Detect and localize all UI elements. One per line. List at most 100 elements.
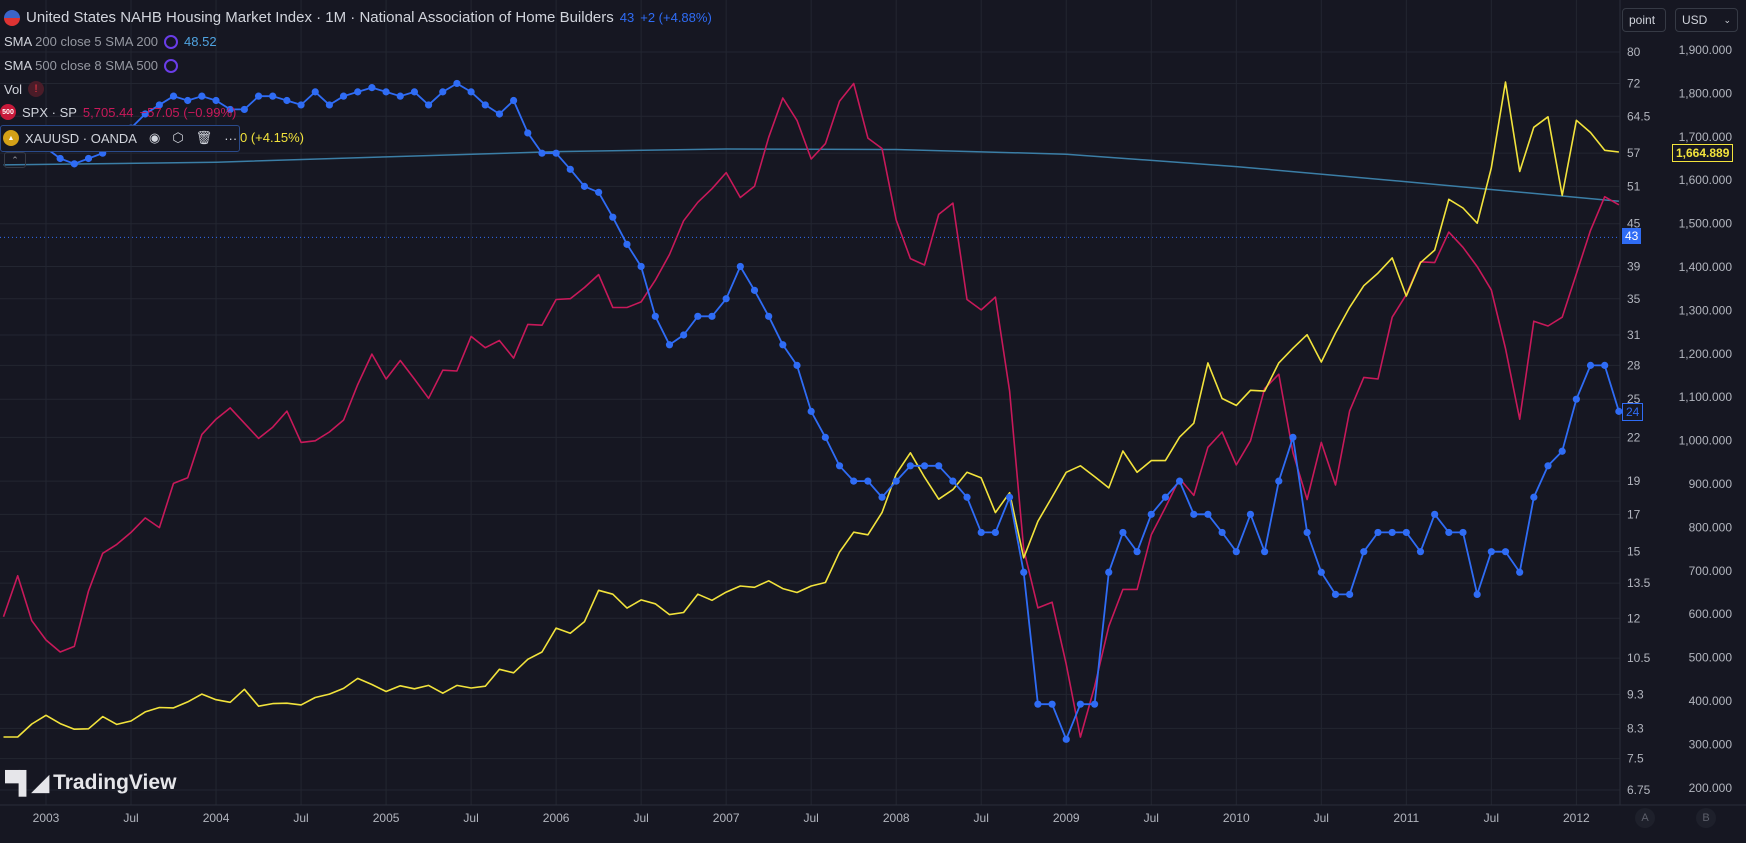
nahb-point[interactable]	[1048, 700, 1056, 708]
nahb-point[interactable]	[892, 477, 900, 485]
nahb-point[interactable]	[1501, 548, 1510, 556]
usd-axis[interactable]: 1,900.000 1,800.000 1,700.000 1,600.000 1,50…	[1679, 43, 1733, 795]
nahb-point[interactable]	[1586, 361, 1595, 369]
time-axis[interactable]: 2003 Jul 2004 Jul 2005 Jul 2006 Jul 2007 Jul 2008 J…	[33, 811, 1590, 825]
nahb-point[interactable]	[1445, 528, 1453, 537]
log-scale-button[interactable]: B	[1696, 808, 1716, 828]
nahb-point[interactable]	[354, 88, 362, 96]
nahb-point[interactable]	[552, 149, 560, 157]
nahb-point[interactable]	[368, 84, 376, 92]
nahb-point[interactable]	[1076, 700, 1085, 708]
nahb-point[interactable]	[1176, 477, 1184, 485]
nahb-point[interactable]	[779, 341, 787, 349]
nahb-point[interactable]	[1232, 548, 1240, 556]
point-axis[interactable]: 80 72 64.5 57 51 45 39 35 31 28 25 22 19 17 15 13.5 12 10…	[1627, 45, 1651, 797]
nahb-point[interactable]	[538, 149, 546, 157]
nahb-point[interactable]	[1388, 528, 1396, 537]
nahb-point[interactable]	[84, 154, 93, 163]
nahb-point[interactable]	[481, 101, 489, 109]
nahb-point[interactable]	[1218, 528, 1226, 537]
nahb-point[interactable]	[141, 110, 149, 118]
nahb-point[interactable]	[920, 462, 929, 470]
nahb-point[interactable]	[510, 96, 518, 105]
nahb-point[interactable]	[467, 88, 475, 96]
nahb-point[interactable]	[56, 154, 64, 163]
legend-sma200[interactable]: SMA 200 close 5 SMA 200 48.52	[4, 34, 217, 49]
nahb-point[interactable]	[155, 101, 163, 109]
nahb-point[interactable]	[949, 477, 957, 485]
nahb-point[interactable]	[1289, 433, 1297, 441]
nahb-point[interactable]	[665, 341, 674, 349]
nahb-point[interactable]	[566, 165, 574, 173]
eye-icon[interactable]: ◉	[148, 130, 161, 145]
nahb-point[interactable]	[821, 433, 829, 441]
nahb-point[interactable]	[1374, 528, 1382, 537]
settings-icon[interactable]: ⬡	[172, 130, 184, 145]
nahb-point[interactable]	[396, 92, 404, 100]
nahb-point[interactable]	[382, 88, 390, 96]
nahb-point[interactable]	[283, 96, 291, 105]
nahb-point[interactable]	[1020, 568, 1028, 576]
nahb-point[interactable]	[184, 96, 192, 105]
nahb-point[interactable]	[750, 286, 759, 294]
nahb-point[interactable]	[1119, 528, 1127, 537]
nahb-point[interactable]	[1147, 510, 1155, 518]
nahb-point[interactable]	[453, 79, 461, 88]
nahb-point[interactable]	[410, 88, 419, 96]
nahb-point[interactable]	[1530, 493, 1538, 501]
nahb-point[interactable]	[1459, 528, 1467, 537]
nahb-point[interactable]	[70, 160, 78, 168]
nahb-point[interactable]	[835, 462, 844, 470]
nahb-point[interactable]	[495, 110, 504, 118]
nahb-point[interactable]	[524, 129, 532, 137]
nahb-point[interactable]	[1303, 528, 1311, 537]
nahb-point[interactable]	[297, 101, 305, 109]
nahb-point[interactable]	[1360, 548, 1368, 556]
nahb-point[interactable]	[1416, 548, 1425, 556]
nahb-point[interactable]	[680, 331, 688, 339]
nahb-point[interactable]	[1487, 548, 1495, 556]
nahb-point[interactable]	[1615, 407, 1623, 415]
nahb-point[interactable]	[977, 528, 985, 537]
nahb-point[interactable]	[339, 92, 348, 100]
nahb-point[interactable]	[169, 92, 178, 100]
nahb-point[interactable]	[1005, 493, 1014, 501]
nahb-point[interactable]	[325, 101, 333, 109]
nahb-point[interactable]	[963, 493, 971, 501]
nahb-point[interactable]	[1473, 590, 1481, 598]
nahb-point[interactable]	[1558, 447, 1566, 455]
nahb-point[interactable]	[1516, 568, 1524, 576]
nahb-point[interactable]	[254, 92, 263, 100]
nahb-point[interactable]	[1161, 493, 1170, 501]
nahb-point[interactable]	[1090, 700, 1099, 708]
nahb-point[interactable]	[1601, 361, 1609, 369]
chart-title-row[interactable]: United States NAHB Housing Market Index …	[4, 9, 712, 26]
nahb-point[interactable]	[1105, 568, 1113, 576]
nahb-point[interactable]	[198, 92, 206, 100]
nahb-point[interactable]	[991, 528, 999, 537]
legend-xauusd[interactable]: ▲ XAUUSD · OANDA ◉ ⬡ 🗑︎ ···	[0, 125, 240, 152]
nahb-point[interactable]	[269, 92, 277, 100]
nahb-point[interactable]	[1246, 510, 1255, 518]
legend-vol[interactable]: Vol !	[4, 81, 45, 97]
nahb-point[interactable]	[1572, 395, 1580, 403]
nahb-point[interactable]	[595, 188, 603, 196]
nahb-point[interactable]	[1431, 510, 1439, 518]
nahb-point[interactable]	[722, 295, 730, 303]
scale-mode-button[interactable]: point	[1622, 8, 1666, 32]
nahb-point[interactable]	[1261, 548, 1269, 556]
nahb-point[interactable]	[1204, 510, 1212, 518]
nahb-point[interactable]	[651, 312, 659, 320]
nahb-point[interactable]	[1275, 477, 1283, 485]
warning-icon[interactable]: !	[28, 81, 45, 97]
more-icon[interactable]: ···	[224, 130, 238, 146]
nahb-point[interactable]	[240, 105, 248, 114]
nahb-point[interactable]	[935, 462, 943, 470]
nahb-point[interactable]	[1062, 735, 1070, 743]
tradingview-logo[interactable]: ▀▌◢ TradingView	[5, 770, 176, 796]
legend-spx[interactable]: 500 SPX · SP 5,705.44 −57.05 (−0.99%)	[0, 104, 236, 120]
nahb-point[interactable]	[793, 361, 801, 369]
nahb-point[interactable]	[694, 312, 702, 320]
nahb-point[interactable]	[1034, 700, 1042, 708]
